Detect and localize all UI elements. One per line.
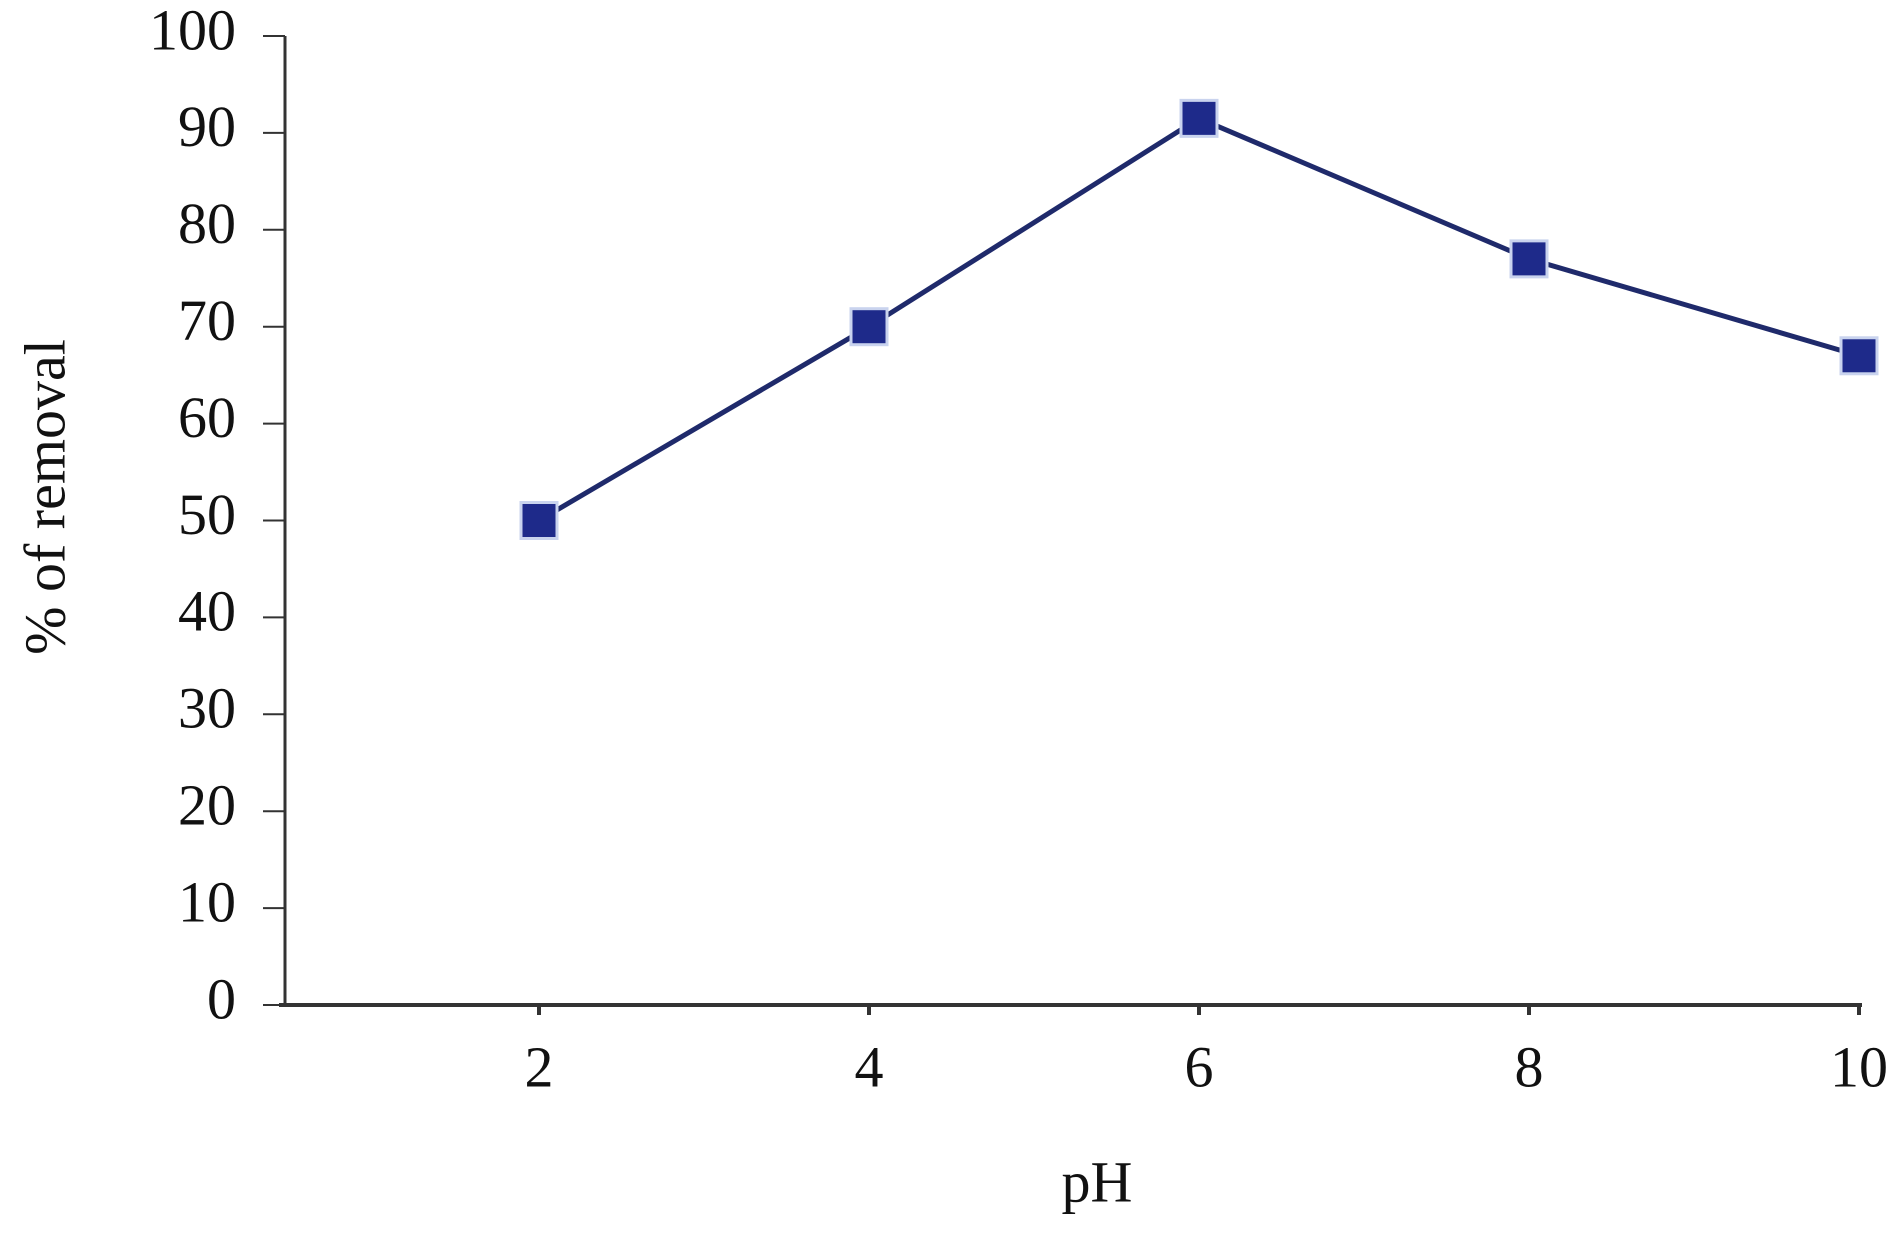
y-tick-label: 20 — [178, 773, 236, 838]
x-axis-label: pH — [1062, 1149, 1133, 1214]
y-tick-label: 40 — [178, 579, 236, 644]
y-tick-label: 80 — [178, 191, 236, 256]
y-tick-label: 10 — [178, 869, 236, 934]
y-axis-label: % of removal — [12, 339, 77, 655]
x-tick-label: 10 — [1830, 1034, 1888, 1099]
x-tick-label: 6 — [1185, 1034, 1214, 1099]
x-tick-label: 8 — [1515, 1034, 1544, 1099]
y-tick-label: 100 — [149, 0, 236, 62]
marker — [1509, 239, 1549, 279]
series-line — [537, 115, 1860, 523]
y-tick-label: 70 — [178, 288, 236, 353]
marker — [1179, 98, 1219, 138]
y-tick-label: 30 — [178, 676, 236, 741]
marker — [519, 501, 559, 540]
y-tick-label: 0 — [207, 966, 236, 1031]
x-tick-label: 4 — [855, 1034, 884, 1099]
y-tick-label: 90 — [178, 94, 236, 159]
marker — [1839, 336, 1879, 376]
x-tick-label: 2 — [525, 1034, 554, 1099]
y-tick-label: 50 — [178, 482, 236, 547]
marker — [849, 307, 889, 347]
y-tick-label: 60 — [178, 385, 236, 450]
